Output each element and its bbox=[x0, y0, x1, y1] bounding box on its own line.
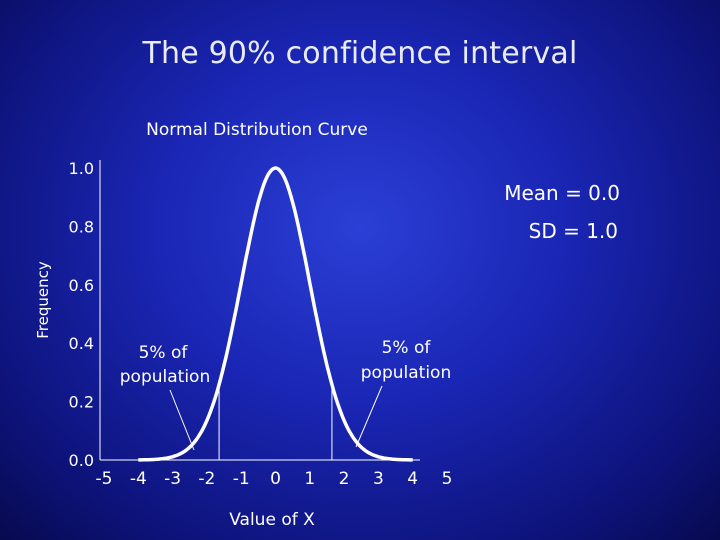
x-tick-label: -5 bbox=[96, 469, 113, 489]
x-tick-label: -3 bbox=[164, 469, 181, 489]
right-tail-label-line2: population bbox=[361, 363, 451, 383]
x-tick-label: 5 bbox=[442, 469, 453, 489]
y-tick-label: 0.8 bbox=[69, 217, 94, 236]
left-tail-pointer bbox=[169, 389, 195, 451]
x-tick-label: -2 bbox=[198, 469, 215, 489]
x-tick-label: 1 bbox=[304, 469, 315, 489]
x-tick-label: 0 bbox=[270, 469, 281, 489]
y-tick-label: 0.4 bbox=[69, 334, 94, 353]
stats-sd-label: SD = 1.0 bbox=[529, 219, 618, 243]
x-tick-label: -1 bbox=[233, 469, 250, 489]
x-tick-label: 2 bbox=[339, 469, 350, 489]
x-tick-label: 4 bbox=[407, 469, 418, 489]
x-axis-label: Value of X bbox=[229, 510, 315, 530]
chart-title: Normal Distribution Curve bbox=[146, 120, 368, 140]
slide-title: The 90% confidence interval bbox=[142, 36, 578, 71]
right-tail-label-line1: 5% of bbox=[382, 338, 432, 358]
left-tail-label-line1: 5% of bbox=[139, 343, 189, 363]
y-tick-label: 0.6 bbox=[69, 276, 94, 295]
y-tick-label: 1.0 bbox=[69, 159, 94, 178]
y-tick-label: 0.2 bbox=[69, 393, 94, 412]
x-tick-label: 3 bbox=[373, 469, 384, 489]
stats-mean-label: Mean = 0.0 bbox=[504, 181, 620, 205]
y-tick-label: 0.0 bbox=[69, 451, 94, 470]
right-tail-pointer bbox=[355, 385, 383, 448]
y-axis-label: Frequency bbox=[34, 261, 52, 339]
normal-curve bbox=[138, 166, 413, 462]
x-tick-label: -4 bbox=[130, 469, 147, 489]
left-tail-label-line2: population bbox=[120, 367, 210, 387]
